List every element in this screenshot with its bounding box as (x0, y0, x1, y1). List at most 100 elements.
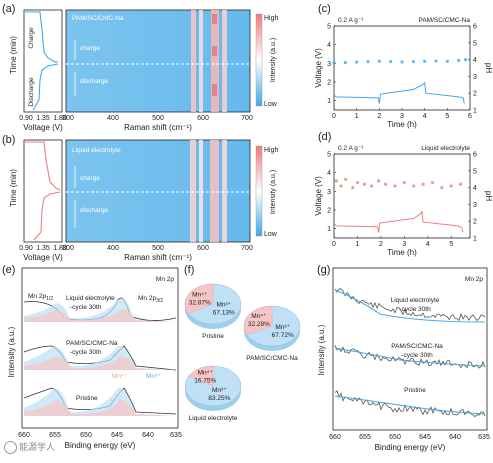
panel-d-xtick-2: 2 (379, 241, 383, 248)
panel-d-xtick-3: 3 (402, 241, 406, 248)
panel-c-y2tick-4: 5 (473, 40, 477, 47)
panel-a-label: (a) (2, 3, 15, 15)
watermark-icon (4, 441, 17, 455)
panel-c-xtick-2: 2 (377, 113, 381, 120)
panel-d-ph-point-2 (344, 177, 348, 181)
panel-e-mn4-label: Mn⁴⁺ (112, 373, 128, 380)
panel-b-band-2 (199, 140, 203, 242)
panel-c-ph-point-1 (343, 61, 347, 65)
panel-a-discharge: discharge (80, 78, 109, 85)
panel-g-ylabel: Intensity (a.u.) (317, 324, 326, 375)
pie-1-mn4-label: Mn⁴⁺ (192, 291, 208, 298)
panel-a-heat-bands (191, 10, 227, 112)
panel-e-fit-1-mn4 (24, 309, 176, 322)
panel-d-y2tick-1: 2 (473, 219, 477, 226)
pie-1-name: Pristine (202, 333, 224, 340)
panel-d-ph-point-7 (376, 179, 381, 183)
panel-b-xtick-4: 700 (241, 245, 253, 252)
panel-e-xtick-4: 640 (142, 432, 154, 439)
panel-f: (f) Pristine PAM/SC/CMC-Na Liquid electr… (184, 264, 301, 422)
panel-a-cbar-label: Intensity (a.u.) (270, 38, 277, 82)
panel-d-ytick-4: 5 (327, 152, 331, 159)
panel-g-fit-1 (334, 289, 486, 323)
panel-b-cbar-low: Low (264, 231, 278, 238)
panel-d-label: (d) (318, 131, 331, 143)
panel-c-ph-point-0 (332, 61, 336, 65)
pie-2-mn4-label: Mn⁴⁺ (251, 313, 267, 320)
panel-c-ytick-3: 4 (327, 42, 331, 49)
panel-g-curve1-a: Liquid electrolyte (391, 297, 440, 304)
panel-c-xtick-4: 4 (423, 113, 427, 120)
panel-e-fit-2-mn4 (24, 355, 176, 370)
panel-g-xtick-5: 635 (478, 434, 490, 441)
panel-e-curve3: Pristine (76, 395, 98, 402)
panel-d-ph-point-1 (339, 184, 343, 188)
panel-a-band-2 (199, 10, 203, 112)
panel-e-xtick-2: 650 (80, 432, 92, 439)
panel-a-hot-3 (212, 84, 217, 96)
panel-d-ph-point-0 (334, 179, 338, 183)
panel-e-peak1: Mn 2p1/2 (28, 293, 53, 302)
panel-d-xlabel: Time (h) (387, 248, 417, 257)
panel-g-xtick-4: 640 (449, 434, 461, 441)
panel-c-current: 0.2 A g⁻¹ (338, 17, 364, 24)
panel-c: (c) 0.2 A g⁻¹ PAM/SC/CMC-Na 0 1 2 3 4 5 612345… (314, 3, 493, 129)
panel-b-ylabel: Time (min) (9, 169, 18, 207)
panel-c-xtick-3: 3 (400, 113, 404, 120)
panel-c-y2label: pH (484, 63, 493, 73)
panel-e-xtick-5: 635 (170, 432, 182, 439)
panel-b-side-charge-curve (25, 141, 61, 191)
panel-d-ph-point-16 (459, 182, 463, 186)
panel-e-curve2-b: -cycle 30th (70, 349, 102, 356)
panel-g-xtick-0: 660 (329, 434, 341, 441)
panel-e-label: (e) (2, 264, 15, 276)
panel-b-cbar-high: High (264, 147, 279, 154)
panel-e-xlabel: Binding energy (eV) (65, 441, 136, 450)
panel-a-cbar-low: Low (264, 101, 278, 108)
panel-c-y2tick-2: 3 (473, 74, 477, 81)
panel-c-ylabel: Voltage (V) (314, 48, 323, 88)
panel-c-sample: PAM/SC/CMC-Na (418, 17, 470, 24)
panel-d-xtick-0: 0 (332, 241, 336, 248)
panel-b-xlabel: Raman shift (cm⁻¹) (124, 253, 192, 262)
panel-d-xtick-4: 4 (426, 241, 430, 248)
watermark-text: 能源学人 (19, 442, 56, 452)
panel-a-side-xtick-1: 1.35 (36, 115, 50, 122)
panel-b-discharge: discharge (80, 207, 109, 214)
panel-b-sample: Liquid electrolyte (72, 147, 121, 154)
panel-c-xtick-5: 5 (445, 113, 449, 120)
panel-d-ph-point-11 (412, 184, 416, 188)
panel-a-colorbar (255, 13, 263, 107)
panel-b-heat-bands (190, 140, 227, 242)
panel-g-curve1-b: -cycle 30th (399, 306, 431, 313)
panel-g-curve2-a: PAM/SC/CMC-Na (391, 343, 443, 350)
panel-a-side-discharge-curve (32, 63, 59, 111)
panel-b-xtick-1: 400 (107, 245, 119, 252)
pie-3-mn4-label: Mn⁴⁺ (198, 369, 214, 376)
panel-a-side-xtick-2: 1.80 (53, 115, 67, 122)
panel-c-ph-point-8 (423, 59, 427, 63)
panel-a-xlabel: Raman shift (cm⁻¹) (124, 123, 192, 132)
panel-c-ph-point-3 (366, 60, 370, 64)
pie-2-mn3-label: Mn³⁺ (275, 324, 290, 331)
panel-e-xtick-1: 655 (49, 432, 61, 439)
panel-a-hot-2 (212, 46, 217, 56)
panel-d-y2label: pH (484, 191, 493, 201)
panel-b-band-3 (210, 140, 219, 242)
pie-1-mn4-slice (184, 283, 214, 314)
panel-e: (e) Intensity (a.u.) Mn 2p Mn 2p1/2 Mn 2… (2, 264, 182, 450)
panel-d-current: 0.2 A g⁻¹ (338, 145, 364, 152)
panel-a-band-3 (211, 10, 219, 112)
panel-d-ytick-3: 4 (327, 170, 331, 177)
panel-c-xtick-1: 1 (355, 113, 359, 120)
panel-c-xtick-6: 6 (468, 113, 472, 120)
panel-g-curve2-b: -cycle 30th (401, 352, 433, 359)
panel-d-ph-point-15 (449, 184, 453, 188)
panel-d-frame (333, 153, 471, 239)
panel-d-xtick-5: 5 (449, 241, 453, 248)
pie-3-mn4-pct: 16.75% (194, 377, 216, 384)
panel-b-xtick-3: 600 (197, 245, 209, 252)
panel-d-ytick-0: 1 (327, 226, 331, 233)
panel-c-y2tick-0: 1 (473, 108, 477, 115)
